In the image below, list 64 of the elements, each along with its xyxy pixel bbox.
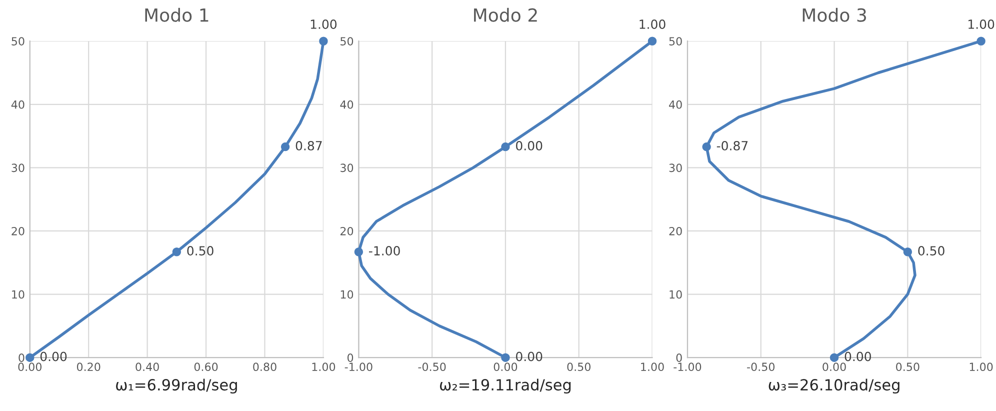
x-tick-label: 1.00 (312, 362, 336, 372)
x-tick-label: -0.50 (418, 362, 446, 372)
annotation: 0.87 (296, 140, 322, 150)
point (354, 248, 364, 256)
x-tick-label: 0.00 (494, 362, 518, 372)
annotation: 0.00 (844, 352, 871, 362)
annotation: -1.00 (369, 246, 400, 256)
x-axis-title: ω₃=26.10rad/seg (768, 378, 900, 394)
x-tick-label: 0.00 (18, 362, 42, 372)
y-tick-label: 40 (11, 100, 24, 109)
point (501, 142, 510, 152)
x-axis-title: ω₂=19.11rad/seg (440, 378, 571, 394)
point (501, 353, 510, 362)
annotation: 1.00 (310, 20, 337, 29)
annotation: 0.00 (516, 140, 542, 150)
x-tick-label: 1.00 (641, 362, 664, 372)
y-tick-label: 0 (18, 354, 24, 362)
y-tick-label: 50 (12, 37, 24, 46)
chart-title: Modo 1 (145, 8, 208, 22)
y-tick-label: 30 (669, 164, 682, 172)
chart-title: Modo 2 (474, 8, 537, 22)
point (172, 248, 182, 256)
annotation: -0.87 (716, 140, 748, 150)
annotation: 1.00 (968, 20, 994, 29)
x-tick-label: 0.80 (253, 362, 276, 372)
y-tick-label: 0 (347, 354, 354, 362)
annotation: 0.50 (187, 246, 214, 256)
point (26, 353, 34, 362)
annotation: 0.00 (516, 352, 542, 362)
chart-title: Modo 3 (802, 8, 866, 22)
y-tick-label: 30 (340, 164, 354, 172)
point (319, 36, 328, 46)
y-tick-label: 50 (669, 37, 682, 46)
x-tick-label: -0.50 (747, 362, 775, 372)
point (830, 353, 839, 362)
point (976, 36, 986, 46)
point (648, 36, 657, 46)
y-tick-label: 50 (340, 37, 354, 46)
x-tick-label: 0.50 (896, 362, 920, 372)
y-tick-label: 10 (670, 290, 682, 299)
x-axis-title: ω₁=6.99rad/seg (116, 378, 237, 394)
annotation: 1.00 (640, 20, 666, 29)
point (903, 248, 912, 256)
y-tick-label: 30 (12, 164, 24, 172)
x-tick-label: 0.20 (76, 362, 100, 372)
point (702, 142, 711, 152)
y-tick-label: 0 (676, 354, 682, 362)
y-tick-label: 10 (12, 290, 24, 299)
y-tick-label: 40 (669, 100, 682, 109)
point (280, 142, 290, 152)
y-tick-label: 20 (12, 226, 24, 236)
x-tick-label: 0.40 (136, 362, 159, 372)
annotation: 0.50 (918, 246, 944, 256)
x-tick-label: 0.50 (567, 362, 590, 372)
x-tick-label: 0.00 (822, 362, 846, 372)
x-tick-label: -1.00 (344, 362, 372, 372)
annotation: 0.00 (40, 352, 67, 362)
x-tick-label: -1.00 (674, 362, 702, 372)
y-tick-label: 40 (340, 100, 354, 109)
y-tick-label: 10 (340, 290, 354, 299)
y-tick-label: 20 (669, 226, 682, 236)
x-tick-label: 0.60 (194, 362, 218, 372)
y-tick-label: 20 (340, 226, 354, 236)
x-tick-label: 1.00 (970, 362, 993, 372)
